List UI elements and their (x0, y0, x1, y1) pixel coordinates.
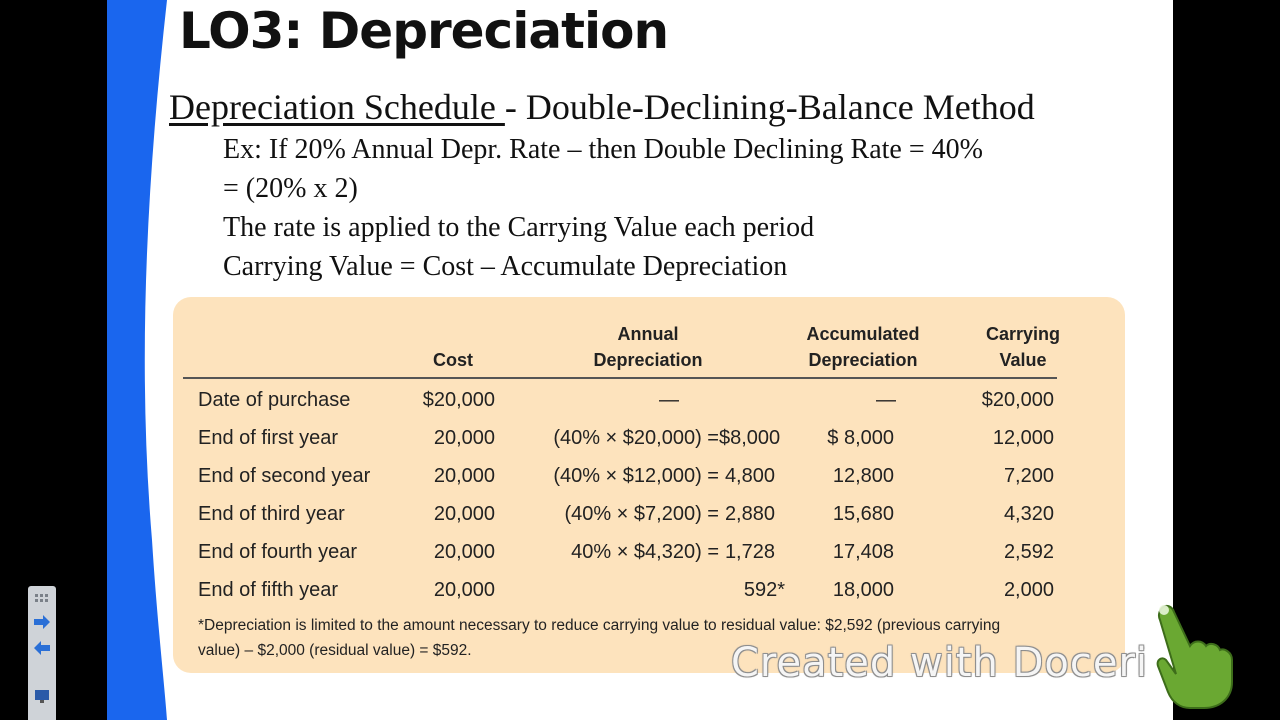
header-annual-line1: Annual (617, 324, 679, 344)
row-label: End of third year (198, 503, 345, 525)
row-calc: 40% × $4,320) = (571, 541, 719, 563)
header-carry-line1: Carrying (985, 324, 1061, 344)
example-line: Ex: If 20% Annual Depr. Rate – then Doub… (223, 134, 983, 165)
row-accum: 17,408 (832, 541, 894, 563)
row-carrying: 7,200 (1003, 465, 1054, 487)
footnote-line1: *Depreciation is limited to the amount n… (198, 617, 1001, 634)
row-calc: (40% × $12,000) = (553, 465, 719, 487)
row-cost: 20,000 (433, 465, 495, 487)
table-footnote: *Depreciation is limited to the amount n… (198, 613, 1098, 663)
header-accum-line2: Depreciation (808, 350, 918, 370)
slide-subtitle: Depreciation Schedule - Double-Declining… (169, 86, 1035, 128)
row-label: End of second year (198, 465, 371, 487)
header-annual: Annual Depreciation (563, 321, 733, 373)
header-carrying: Carrying Value (963, 321, 1083, 373)
row-carrying: 4,320 (1003, 503, 1054, 525)
doceri-watermark: Created with Doceri (731, 640, 1149, 686)
row-accum: 12,800 (832, 465, 894, 487)
arrow-left-icon[interactable] (32, 638, 52, 658)
row-cost: 20,000 (433, 579, 495, 601)
row-calc: (40% × $20,000) = (553, 427, 719, 449)
header-accumulated: Accumulated Depreciation (788, 321, 938, 373)
row-cost: 20,000 (433, 503, 495, 525)
header-rule (183, 377, 1057, 379)
row-carrying: 2,592 (1003, 541, 1054, 563)
row-label: End of fifth year (198, 579, 339, 601)
row-cost: 20,000 (433, 427, 495, 449)
monitor-icon[interactable] (32, 686, 52, 706)
rate-applied-line: The rate is applied to the Carrying Valu… (223, 212, 815, 243)
row-annual: — (659, 389, 679, 411)
pointing-hand-icon (1156, 604, 1233, 709)
row-annual: 2,880 (724, 503, 775, 525)
row-accum: 15,680 (832, 503, 894, 525)
row-cost: 20,000 (433, 541, 495, 563)
row-cost: $20,000 (422, 389, 495, 411)
row-accum: — (876, 389, 896, 411)
row-accum: $ 8,000 (827, 427, 894, 449)
carrying-value-line: Carrying Value = Cost – Accumulate Depre… (223, 251, 788, 282)
depreciation-table: Cost Annual Depreciation Accumulated Dep… (173, 297, 1125, 673)
subtitle-underlined: Depreciation Schedule (169, 87, 505, 127)
row-calc: (40% × $7,200) = (564, 503, 719, 525)
example-line-cont: = (20% x 2) (223, 173, 358, 204)
blue-accent-band (107, 0, 167, 720)
subtitle-rest: - Double-Declining-Balance Method (504, 87, 1035, 127)
row-annual: 4,800 (724, 465, 775, 487)
footnote-line2: value) – $2,000 (residual value) = $592. (198, 642, 472, 659)
header-annual-line2: Depreciation (593, 350, 703, 370)
arrow-right-icon[interactable] (32, 612, 52, 632)
row-carrying: 12,000 (992, 427, 1054, 449)
row-carrying: $20,000 (981, 389, 1054, 411)
row-carrying: 2,000 (1003, 579, 1054, 601)
slide: LO3: Depreciation Depreciation Schedule … (107, 0, 1173, 720)
row-annual: 592* (743, 579, 785, 601)
row-annual: $8,000 (719, 427, 781, 449)
slide-title: LO3: Depreciation (179, 2, 669, 60)
grid-icon[interactable] (32, 590, 52, 610)
header-cost: Cost (433, 350, 473, 370)
doceri-toolbar (28, 586, 56, 720)
row-label: End of first year (198, 427, 339, 449)
header-carry-line2: Value (999, 350, 1047, 370)
row-accum: 18,000 (832, 579, 894, 601)
row-label: Date of purchase (198, 389, 351, 411)
row-annual: 1,728 (724, 541, 775, 563)
row-label: End of fourth year (198, 541, 357, 563)
header-accum-line1: Accumulated (806, 324, 920, 344)
